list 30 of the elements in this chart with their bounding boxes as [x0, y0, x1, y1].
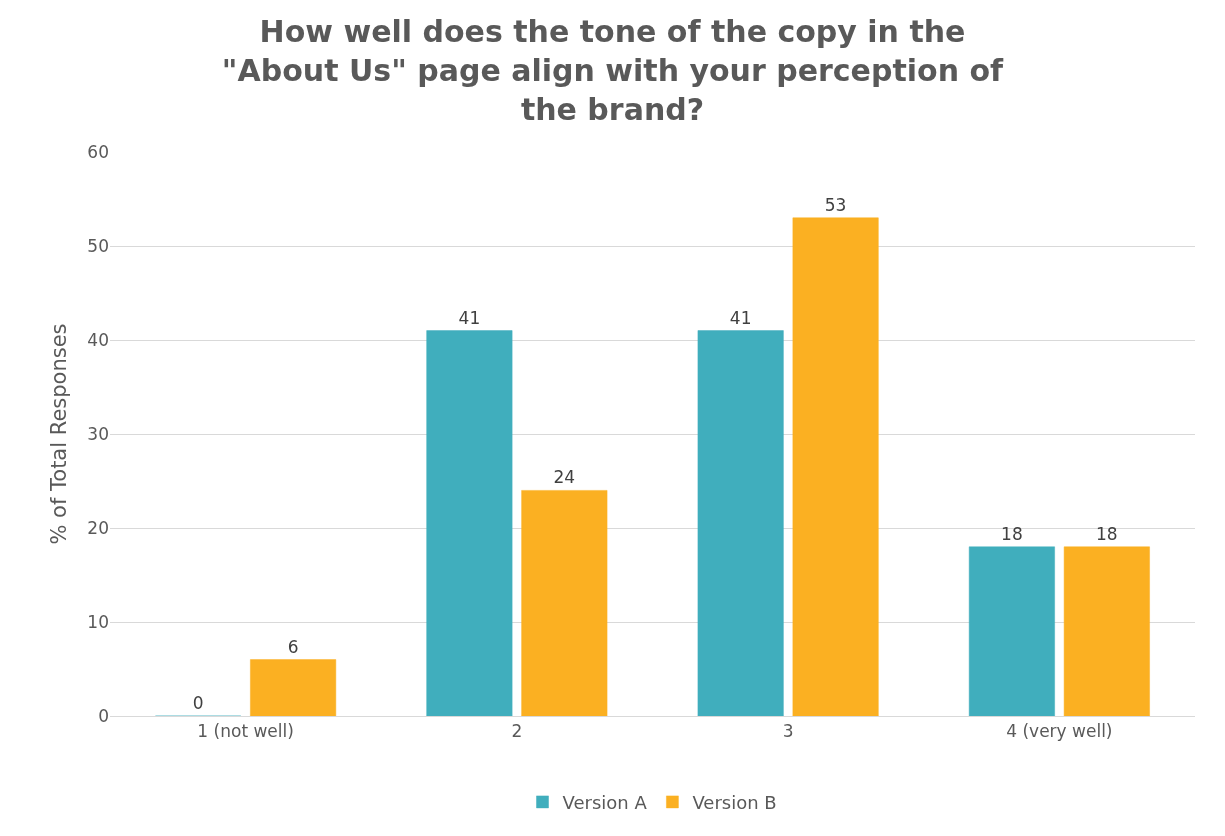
- x-tick-label: 4 (very well): [1006, 721, 1113, 742]
- data-label: 53: [824, 194, 847, 215]
- y-tick-label: 0: [98, 705, 109, 726]
- bar: [968, 546, 1055, 716]
- y-tick-label: 50: [87, 235, 109, 256]
- chart-title: How well does the tone of the copy in the "About Us" page align with your perception of the brand?: [221, 13, 1005, 127]
- data-label: 6: [287, 636, 299, 657]
- y-tick-label: 40: [87, 329, 109, 350]
- legend-label: Version B: [692, 791, 777, 813]
- bar: [1063, 546, 1150, 716]
- data-label: 0: [192, 693, 204, 713]
- data-label: 41: [729, 307, 752, 328]
- y-tick-label: 30: [87, 423, 109, 444]
- bar: [697, 330, 784, 716]
- x-tick-label: 3: [782, 721, 794, 742]
- y-axis-title: % of Total Responses: [46, 323, 71, 545]
- data-label: 18: [1001, 523, 1023, 544]
- bar: [792, 217, 879, 716]
- bar: [250, 659, 337, 716]
- bar: [426, 330, 513, 716]
- x-tick-label: 2: [511, 721, 523, 742]
- x-tick-label: 1 (not well): [197, 721, 294, 742]
- y-tick-label: 20: [87, 517, 109, 538]
- y-tick-label: 10: [87, 611, 109, 632]
- data-label: 24: [553, 467, 576, 488]
- data-label: 41: [458, 307, 481, 328]
- y-tick-label: 60: [87, 141, 109, 162]
- bar: [521, 490, 608, 716]
- data-label: 18: [1096, 523, 1118, 544]
- legend-label: Version A: [562, 791, 648, 813]
